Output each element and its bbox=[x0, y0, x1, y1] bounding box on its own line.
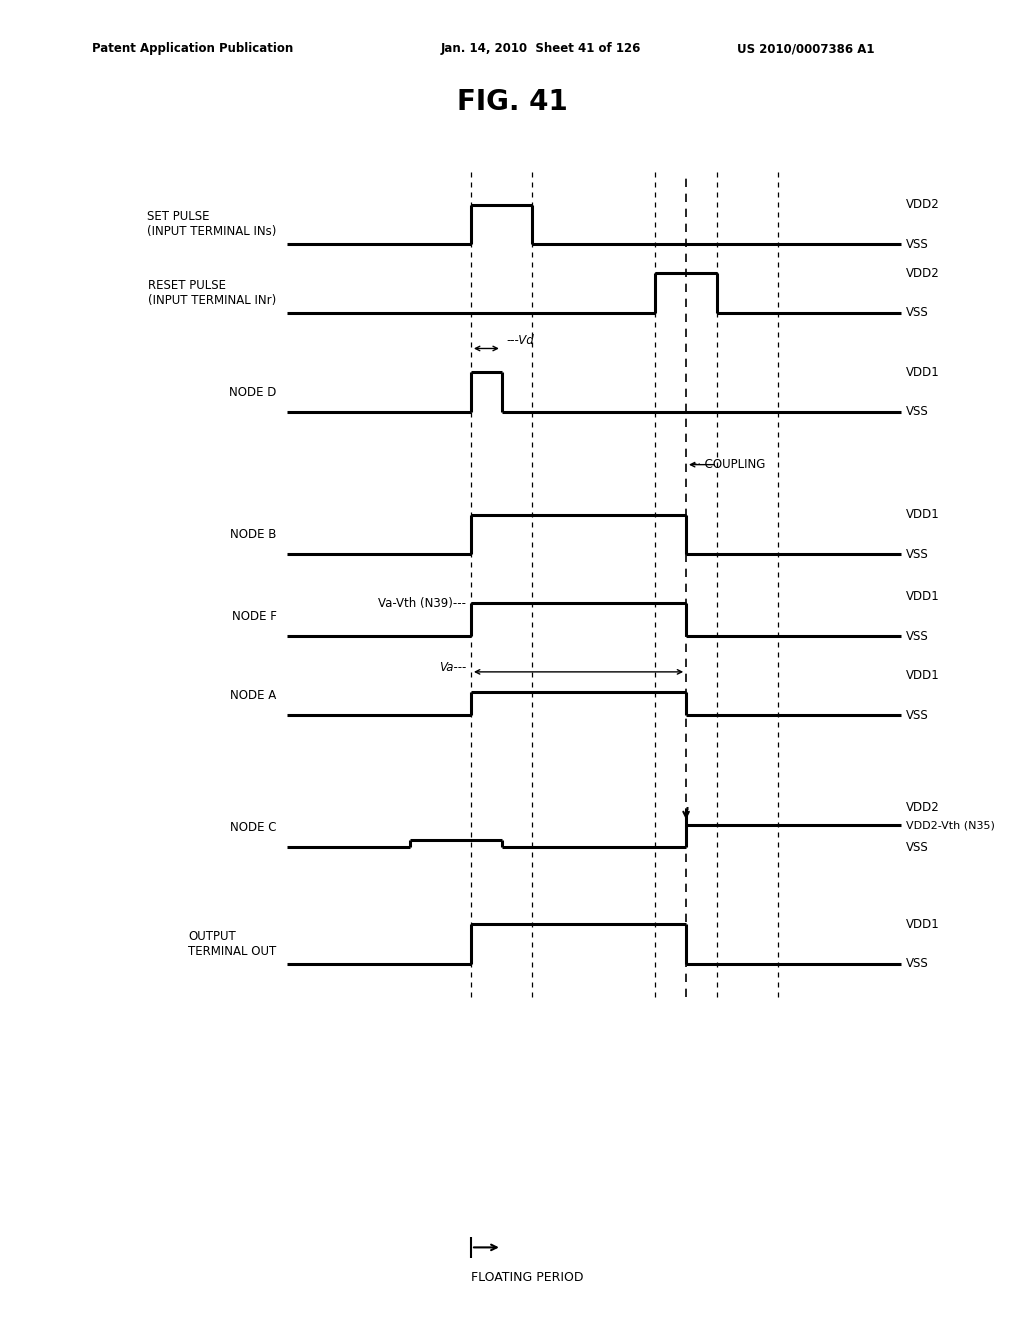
Text: Patent Application Publication: Patent Application Publication bbox=[92, 42, 294, 55]
Text: RESET PULSE
(INPUT TERMINAL INr): RESET PULSE (INPUT TERMINAL INr) bbox=[148, 279, 276, 308]
Text: VSS: VSS bbox=[906, 405, 929, 418]
Text: VSS: VSS bbox=[906, 957, 929, 970]
Text: FIG. 41: FIG. 41 bbox=[457, 87, 567, 116]
Text: VDD2-Vth (N35): VDD2-Vth (N35) bbox=[906, 820, 995, 830]
Text: Va---: Va--- bbox=[438, 661, 466, 675]
Text: SET PULSE
(INPUT TERMINAL INs): SET PULSE (INPUT TERMINAL INs) bbox=[147, 210, 276, 239]
Text: ---Vd: ---Vd bbox=[507, 334, 535, 347]
Text: VSS: VSS bbox=[906, 630, 929, 643]
Text: US 2010/0007386 A1: US 2010/0007386 A1 bbox=[737, 42, 874, 55]
Text: FLOATING PERIOD: FLOATING PERIOD bbox=[471, 1271, 584, 1284]
Text: VSS: VSS bbox=[906, 841, 929, 854]
Text: NODE F: NODE F bbox=[231, 610, 276, 623]
Text: NODE A: NODE A bbox=[230, 689, 276, 702]
Text: VDD2: VDD2 bbox=[906, 198, 940, 211]
Text: VDD1: VDD1 bbox=[906, 366, 940, 379]
Text: VDD1: VDD1 bbox=[906, 590, 940, 603]
Text: Jan. 14, 2010  Sheet 41 of 126: Jan. 14, 2010 Sheet 41 of 126 bbox=[440, 42, 641, 55]
Text: OUTPUT
TERMINAL OUT: OUTPUT TERMINAL OUT bbox=[188, 929, 276, 958]
Text: NODE D: NODE D bbox=[229, 385, 276, 399]
Text: VSS: VSS bbox=[906, 238, 929, 251]
Text: VDD2: VDD2 bbox=[906, 267, 940, 280]
Text: Va-Vth (N39)---: Va-Vth (N39)--- bbox=[378, 597, 466, 610]
Text: VSS: VSS bbox=[906, 548, 929, 561]
Text: VDD1: VDD1 bbox=[906, 917, 940, 931]
Text: VDD1: VDD1 bbox=[906, 669, 940, 682]
Text: VDD1: VDD1 bbox=[906, 508, 940, 521]
Text: NODE B: NODE B bbox=[230, 528, 276, 541]
Text: VDD2: VDD2 bbox=[906, 801, 940, 814]
Text: VSS: VSS bbox=[906, 709, 929, 722]
Text: NODE C: NODE C bbox=[230, 821, 276, 834]
Text: ~ COUPLING: ~ COUPLING bbox=[691, 458, 766, 471]
Text: VSS: VSS bbox=[906, 306, 929, 319]
